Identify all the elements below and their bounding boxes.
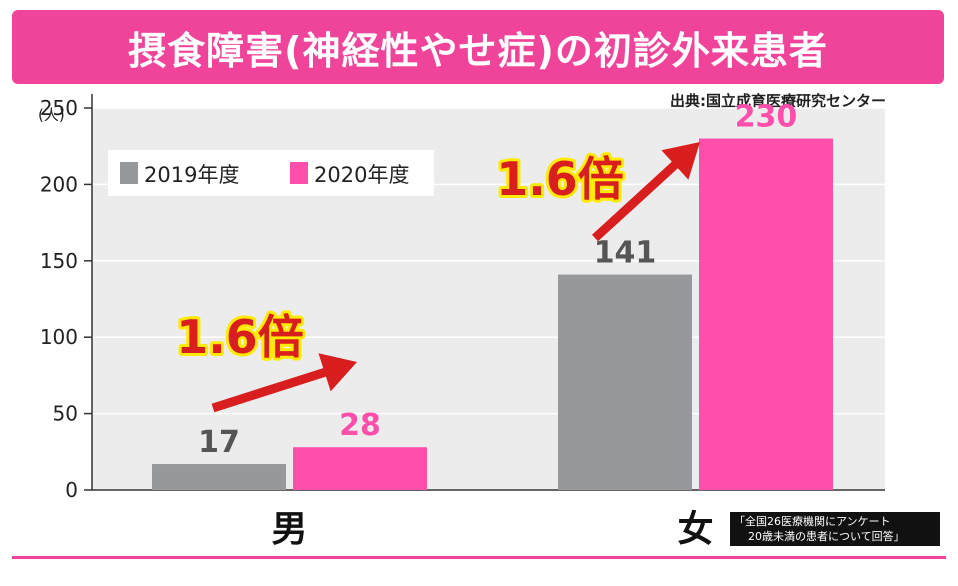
y-tick-label: 250	[40, 96, 78, 120]
bar	[699, 138, 833, 490]
legend-swatch	[290, 162, 308, 184]
y-tick-label: 0	[65, 478, 78, 502]
bar	[152, 464, 286, 490]
survey-note: 「全国26医療機関にアンケート 20歳未満の患者について回答」	[730, 512, 940, 546]
growth-annotation: 1.6倍	[496, 152, 624, 206]
growth-arrow	[592, 142, 700, 242]
data-label: 17	[198, 425, 240, 460]
y-tick-label: 50	[53, 402, 78, 426]
data-label: 28	[339, 408, 381, 443]
growth-arrow	[211, 353, 357, 413]
growth-annotation: 1.6倍	[176, 310, 304, 364]
title-banner: 摂食障害(神経性やせ症)の初診外来患者	[12, 10, 944, 84]
bar	[558, 274, 692, 490]
data-label: 230	[735, 100, 798, 135]
category-label: 女	[677, 509, 713, 550]
legend-box	[108, 150, 434, 196]
y-tick-label: 100	[40, 325, 78, 349]
legend-label: 2019年度	[144, 163, 239, 187]
y-tick-label: 200	[40, 172, 78, 196]
survey-note-line-1: 「全国26医療機関にアンケート	[734, 515, 891, 528]
legend-swatch	[120, 162, 138, 184]
bar	[293, 447, 427, 490]
y-tick-label: 150	[40, 249, 78, 273]
category-label: 男	[271, 509, 307, 550]
legend-label: 2020年度	[314, 163, 409, 187]
survey-note-line-2: 20歳未満の患者について回答」	[748, 530, 905, 543]
chart-title: 摂食障害(神経性やせ症)の初診外来患者	[128, 28, 828, 73]
bottom-divider	[12, 556, 946, 559]
source-credit: 出典:国立成育医療研究センター	[669, 92, 886, 110]
data-label: 141	[594, 236, 657, 271]
y-axis-unit: (人)	[38, 106, 65, 124]
